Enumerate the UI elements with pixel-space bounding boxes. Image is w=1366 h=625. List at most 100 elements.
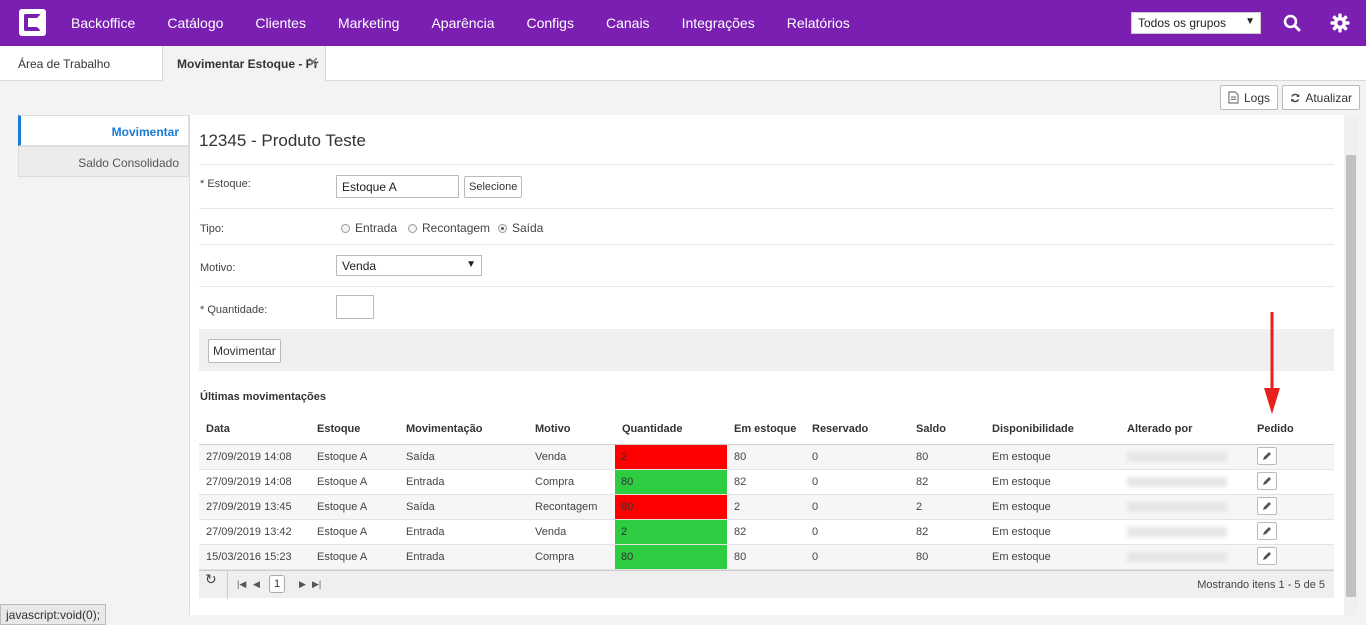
edit-order-button[interactable] <box>1257 447 1277 465</box>
table-cell: 82 <box>734 476 747 488</box>
nav-item-canais[interactable]: Canais <box>605 15 650 31</box>
table-cell: 0 <box>812 451 819 463</box>
edit-order-button[interactable] <box>1257 472 1277 490</box>
logo[interactable] <box>19 9 46 36</box>
column-header[interactable]: Reservado <box>812 423 869 435</box>
vertical-scrollbar[interactable] <box>1344 115 1358 615</box>
table-cell: Em estoque <box>992 551 1051 563</box>
nav-item-backoffice[interactable]: Backoffice <box>71 15 136 31</box>
column-header[interactable]: Pedido <box>1257 423 1294 435</box>
nav-item-catalogo[interactable]: Catálogo <box>167 15 224 31</box>
motivo-value: Venda <box>342 259 377 273</box>
nav-item-clientes[interactable]: Clientes <box>255 15 306 31</box>
logs-button[interactable]: Logs <box>1220 85 1278 110</box>
pencil-icon <box>1263 527 1271 535</box>
radio-label: Recontagem <box>422 221 491 235</box>
table-cell: Estoque A <box>317 526 368 538</box>
table-cell: 27/09/2019 13:45 <box>206 501 292 513</box>
top-navbar: Backoffice Catálogo Clientes Marketing Aparê… <box>0 0 1366 46</box>
table-cell: Estoque A <box>317 501 368 513</box>
quantidade-input[interactable] <box>336 295 374 319</box>
radio-label: Saída <box>512 221 544 235</box>
estoque-input[interactable]: Estoque A <box>336 175 459 198</box>
last-page-icon[interactable]: ▶| <box>312 579 322 589</box>
table-cell: 80 <box>916 551 929 563</box>
tab-bar: Área de Trabalho Movimentar Estoque - Pr… <box>0 46 1366 82</box>
next-page-icon[interactable]: ▶ <box>299 579 306 589</box>
nav-item-aparencia[interactable]: Aparência <box>431 15 495 31</box>
table-cell: Saída <box>406 501 435 513</box>
column-header[interactable]: Movimentação <box>406 423 483 435</box>
table-cell: Entrada <box>406 551 445 563</box>
table-cell: Em estoque <box>992 526 1051 538</box>
column-header[interactable]: Em estoque <box>734 423 797 435</box>
table-row[interactable]: 27/09/2019 14:08 Estoque A Entrada Compra 80… <box>199 470 1334 495</box>
logs-label: Logs <box>1243 90 1270 105</box>
nav-item-marketing[interactable]: Marketing <box>337 15 400 31</box>
tipo-label: Tipo: <box>200 223 225 235</box>
motivo-select[interactable]: Venda ▼ <box>336 255 482 276</box>
column-header[interactable]: Alterado por <box>1127 423 1193 435</box>
first-page-icon[interactable]: |◀ <box>237 579 247 589</box>
redacted-user <box>1127 477 1227 487</box>
column-header[interactable]: Saldo <box>916 423 946 435</box>
table-row[interactable]: 27/09/2019 13:45 Estoque A Saída Recontagem… <box>199 495 1334 520</box>
table-cell: 27/09/2019 14:08 <box>206 476 292 488</box>
logo-mark <box>24 14 41 31</box>
main-menu: Backoffice Catálogo Clientes Marketing Aparê… <box>55 0 866 46</box>
sidebar-item-saldo-consolidado[interactable]: Saldo Consolidado <box>18 146 189 177</box>
table-cell: Estoque A <box>317 476 368 488</box>
table-cell: 27/09/2019 14:08 <box>206 451 292 463</box>
pencil-icon <box>1263 552 1271 560</box>
tab-workspace[interactable]: Área de Trabalho <box>18 57 111 71</box>
column-header[interactable]: Data <box>206 423 230 435</box>
caret-down-icon: ▼ <box>1245 16 1255 27</box>
table-cell: Venda <box>535 526 567 538</box>
column-header[interactable]: Motivo <box>535 423 571 435</box>
movimentar-button[interactable]: Movimentar <box>208 339 281 363</box>
status-bar: javascript:void(0); <box>0 604 107 625</box>
edit-order-button[interactable] <box>1257 522 1277 540</box>
radio-recontagem[interactable]: Recontagem <box>408 221 490 235</box>
radio-saida[interactable]: Saída <box>498 221 543 235</box>
page-title: 12345 - Produto Teste <box>199 131 366 150</box>
table-cell: Saída <box>406 451 435 463</box>
table-cell: 0 <box>812 551 819 563</box>
column-header[interactable]: Estoque <box>317 423 361 435</box>
prev-page-icon[interactable]: ◀ <box>253 579 260 589</box>
table-cell: Em estoque <box>992 501 1051 513</box>
table-cell: 27/09/2019 13:42 <box>206 526 292 538</box>
quantity-cell: 80 <box>615 545 727 569</box>
table-cell: 0 <box>812 526 819 538</box>
search-icon[interactable] <box>1280 11 1304 35</box>
table-cell: Entrada <box>406 526 445 538</box>
sidebar-item-movimentar[interactable]: Movimentar <box>18 115 189 146</box>
table-row[interactable]: 27/09/2019 13:42 Estoque A Entrada Venda 2 82… <box>199 520 1334 545</box>
nav-item-relatorios[interactable]: Relatórios <box>786 15 850 31</box>
edit-order-button[interactable] <box>1257 497 1277 515</box>
column-header[interactable]: Disponibilidade <box>992 423 1074 435</box>
pager-info: Mostrando itens 1 - 5 de 5 <box>1197 579 1325 591</box>
edit-order-button[interactable] <box>1257 547 1277 565</box>
table-row[interactable]: 15/03/2016 15:23 Estoque A Entrada Compra 80… <box>199 545 1334 570</box>
scrollbar-thumb[interactable] <box>1346 155 1356 597</box>
table-cell: 82 <box>916 476 929 488</box>
divider <box>199 208 1334 209</box>
table-row[interactable]: 27/09/2019 14:08 Estoque A Saída Venda 2 80 0 8… <box>199 445 1334 470</box>
nav-item-integracoes[interactable]: Integrações <box>681 15 755 31</box>
tab-movimentar-estoque[interactable]: Movimentar Estoque - Pr ✕ <box>162 46 326 82</box>
column-header[interactable]: Quantidade <box>622 423 683 435</box>
redacted-user <box>1127 527 1227 537</box>
refresh-button[interactable]: Atualizar <box>1282 85 1360 110</box>
close-icon[interactable]: ✕ <box>307 54 319 70</box>
radio-label: Entrada <box>355 221 398 235</box>
current-page[interactable]: 1 <box>269 575 285 593</box>
radio-entrada[interactable]: Entrada <box>341 221 397 235</box>
select-estoque-button[interactable]: Selecione <box>464 176 523 198</box>
refresh-icon[interactable]: ↻ <box>205 571 217 587</box>
gear-icon[interactable] <box>1328 11 1352 35</box>
refresh-label: Atualizar <box>1305 90 1352 105</box>
group-select[interactable]: Todos os grupos ▼ <box>1131 12 1261 34</box>
radio-circle-selected <box>498 223 507 233</box>
nav-item-configs[interactable]: Configs <box>526 15 574 31</box>
